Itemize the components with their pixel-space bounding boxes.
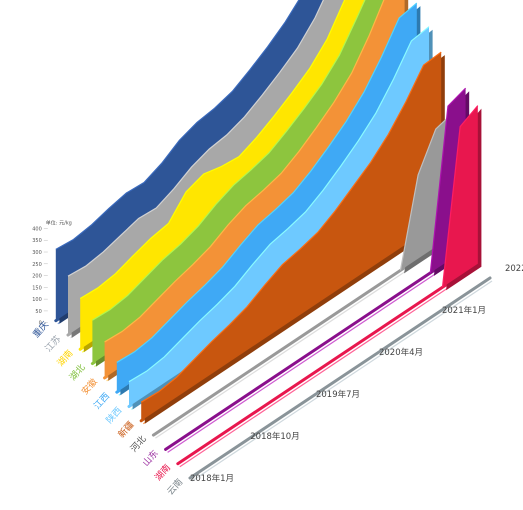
series-label: 湖南 [54, 347, 75, 368]
series-label: 新疆 [115, 419, 136, 440]
y-tick-label: 300 [32, 250, 42, 256]
series-label: 江西 [92, 391, 112, 412]
y-tick-label: 200 [32, 274, 42, 280]
y-tick-label: 0 [39, 321, 42, 327]
x-tick-label: 2021年1月 [442, 305, 486, 316]
series-top-edge [429, 87, 467, 273]
series-top-edge [55, 0, 300, 250]
series-top-edge [79, 0, 346, 299]
series-label: 河北 [128, 433, 149, 454]
series-top-edge [441, 105, 479, 288]
series-label: 安徽 [79, 376, 100, 397]
series-label: 山东 [140, 447, 161, 468]
series-top-edge [92, 0, 366, 321]
series-baseline [188, 276, 492, 480]
series-baseline [176, 262, 480, 466]
series-area [141, 52, 442, 421]
series-baseline [151, 233, 455, 437]
series-top-edge [116, 2, 418, 363]
series-top-edge [104, 0, 385, 343]
x-tick-label: 2018年1月 [190, 473, 234, 484]
y-tick-label: 400 [32, 226, 42, 232]
series-ribbon [176, 105, 482, 468]
y-tick-label: 350 [32, 238, 42, 244]
series-label: 湖南 [152, 462, 173, 483]
series-top-edge [67, 0, 325, 277]
series-baseline-highlight [191, 280, 493, 482]
series-ribbon [139, 51, 445, 425]
ribbon-layer [54, 0, 493, 482]
y-tick-label: 250 [32, 262, 42, 268]
y-tick-label: 100 [32, 297, 42, 303]
x-tick-label: 2019年7月 [316, 389, 360, 400]
series-area [104, 0, 405, 378]
series-baseline [164, 247, 468, 451]
series-label: 云南 [164, 476, 185, 497]
series-area [442, 105, 478, 288]
y-axis: 0 50 100 150 200 250 300 350 400 单位: 元/kg [32, 219, 72, 326]
x-tick-label: 2022年2月 [505, 263, 523, 274]
unit-label: 单位: 元/kg [46, 219, 72, 226]
series-top-edge [128, 26, 430, 383]
y-tick-label: 50 [35, 309, 41, 315]
y-tick-label: 150 [32, 285, 42, 291]
x-axis: 2018年1月 2018年10月 2019年7月 2020年4月 2021年1月 2022… [190, 263, 523, 484]
series-baseline-highlight [167, 251, 468, 453]
series-ribbon [188, 276, 493, 482]
x-tick-label: 2018年10月 [250, 431, 299, 442]
series-label: 江苏 [42, 333, 63, 354]
series-baseline-highlight [179, 266, 481, 468]
series-top-edge [140, 51, 442, 403]
series-area [80, 0, 381, 350]
series-top-edge [399, 111, 454, 271]
x-tick-label: 2020年4月 [379, 347, 423, 358]
series-label: 湖北 [67, 362, 87, 383]
series-label: 陕西 [103, 404, 124, 425]
